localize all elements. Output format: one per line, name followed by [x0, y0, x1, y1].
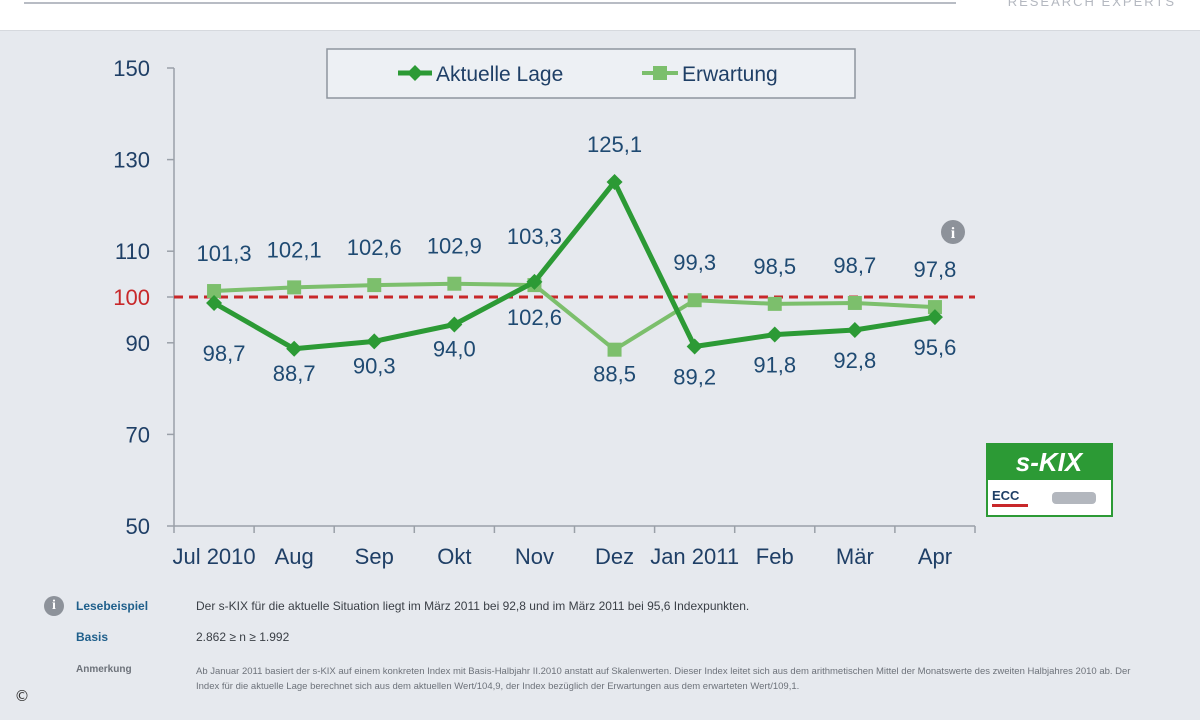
- aktuelle-lage-marker: [206, 294, 223, 311]
- remark-label: Anmerkung: [76, 664, 132, 675]
- x-tick-label: Sep: [355, 544, 394, 569]
- aktuelle-lage-data-label: 90,3: [353, 353, 396, 378]
- erwartung-data-label: 102,6: [507, 305, 562, 330]
- erwartung-marker: [287, 280, 302, 295]
- x-tick-label: Feb: [756, 544, 794, 569]
- erwartung-data-label: 97,8: [914, 257, 957, 282]
- erwartung-data-label: 102,6: [347, 235, 402, 260]
- aktuelle-lage-marker: [846, 321, 863, 338]
- info-icon-glyph: i: [951, 225, 956, 242]
- erwartung-marker: [767, 296, 782, 311]
- example-text: Der s-KIX für die aktuelle Situation lie…: [196, 599, 750, 613]
- x-tick-label: Jul 2010: [172, 544, 255, 569]
- top-rule: [24, 2, 956, 4]
- erwartung-marker: [607, 342, 622, 357]
- line-chart: 50 70 90 100 110 130 150 Jul 2010 Aug Sep Okt Nov De…: [113, 48, 1113, 569]
- example-label: Lesebeispiel: [76, 599, 149, 613]
- remark-text: Ab Januar 2011 basiert der s-KIX auf ein…: [196, 666, 1131, 692]
- aktuelle-lage-marker: [926, 309, 943, 326]
- aktuelle-lage-marker: [766, 326, 783, 343]
- erwartung-marker: [367, 278, 382, 293]
- aktuelle-lage-data-label: 95,6: [914, 335, 957, 360]
- copyright-icon: ©: [14, 687, 30, 705]
- x-tick-label: Okt: [437, 544, 471, 569]
- aktuelle-lage-marker: [526, 273, 543, 290]
- x-tick-label: Nov: [515, 544, 554, 569]
- info-icon-chart: i: [941, 220, 965, 244]
- notes-section: i Lesebeispiel Der s-KIX für die aktuell…: [0, 590, 1200, 720]
- logo-banner: [987, 444, 1112, 480]
- aktuelle-lage-data-label: 125,1: [587, 132, 642, 157]
- basis-text: 2.862 ≥ n ≥ 1.992: [196, 630, 290, 644]
- logo-ecc-text: ECC: [992, 488, 1020, 503]
- erwartung-data-label: 102,9: [427, 234, 482, 259]
- logo-partner-mark: [1052, 492, 1096, 504]
- info-icon-circle: [941, 220, 965, 244]
- legend-erw-label: Erwartung: [682, 63, 778, 86]
- top-bar: RESEARCH EXPERTS: [0, 0, 1200, 31]
- y-tick-label: 50: [126, 514, 150, 539]
- erwartung-line: [214, 281, 936, 352]
- aktuelle-lage-data-label: 103,3: [507, 224, 562, 249]
- aktuelle-lage-data-label: 92,8: [833, 348, 876, 373]
- aktuelle-lage-data-label: 88,7: [273, 361, 316, 386]
- x-tick-label: Mär: [836, 544, 874, 569]
- legend: Aktuelle Lage Erwartung: [326, 48, 856, 99]
- info-icon: i: [44, 596, 64, 616]
- y-tick-label: 110: [115, 239, 150, 264]
- aktuelle-lage-data-label: 91,8: [753, 353, 796, 378]
- y-tick-label: 130: [113, 148, 150, 173]
- legend-lage-marker: [407, 65, 423, 81]
- x-tick-label: Aug: [275, 544, 314, 569]
- erwartung-marker: [687, 293, 702, 308]
- y-tick-label: 150: [113, 56, 150, 81]
- y-tick-label: 100: [113, 285, 150, 310]
- s-kix-logo: s-KIX ECC: [986, 443, 1113, 517]
- erwartung-marker: [847, 295, 862, 310]
- logo-title: s-KIX: [1016, 447, 1084, 477]
- x-tick-label: Jan 2011: [650, 544, 739, 569]
- legend-lage-label: Aktuelle Lage: [436, 63, 563, 86]
- aktuelle-lage-marker: [606, 174, 623, 191]
- logo-ecc-bar: [992, 504, 1028, 507]
- basis-label: Basis: [76, 630, 109, 644]
- aktuelle-lage-marker: [366, 333, 383, 350]
- erwartung-marker: [447, 276, 462, 291]
- aktuelle-lage-data-label: 98,7: [203, 341, 246, 366]
- aktuelle-lage-marker: [686, 338, 703, 355]
- aktuelle-lage-line: [212, 179, 936, 352]
- aktuelle-lage-marker: [286, 340, 303, 357]
- erwartung-data-label: 102,1: [267, 237, 322, 262]
- y-tick-label: 70: [126, 422, 150, 447]
- erwartung-data-label: 88,5: [593, 362, 636, 387]
- aktuelle-lage-data-label: 89,2: [673, 364, 716, 389]
- x-tick-label: Apr: [918, 544, 952, 569]
- erwartung-marker: [927, 300, 942, 315]
- erwartung-data-label: 98,7: [833, 253, 876, 278]
- brand-label: RESEARCH EXPERTS: [1007, 0, 1176, 9]
- aktuelle-lage-marker: [446, 316, 463, 333]
- erwartung-data-label: 98,5: [753, 254, 796, 279]
- erwartung-marker: [207, 284, 222, 299]
- y-tick-label: 90: [126, 331, 150, 356]
- legend-erw-marker: [653, 66, 667, 80]
- x-tick-label: Dez: [595, 544, 634, 569]
- erwartung-data-label: 99,3: [673, 250, 716, 275]
- erwartung-data-label: 101,3: [197, 241, 252, 266]
- aktuelle-lage-data-label: 94,0: [433, 336, 476, 361]
- legend-box: [326, 48, 856, 99]
